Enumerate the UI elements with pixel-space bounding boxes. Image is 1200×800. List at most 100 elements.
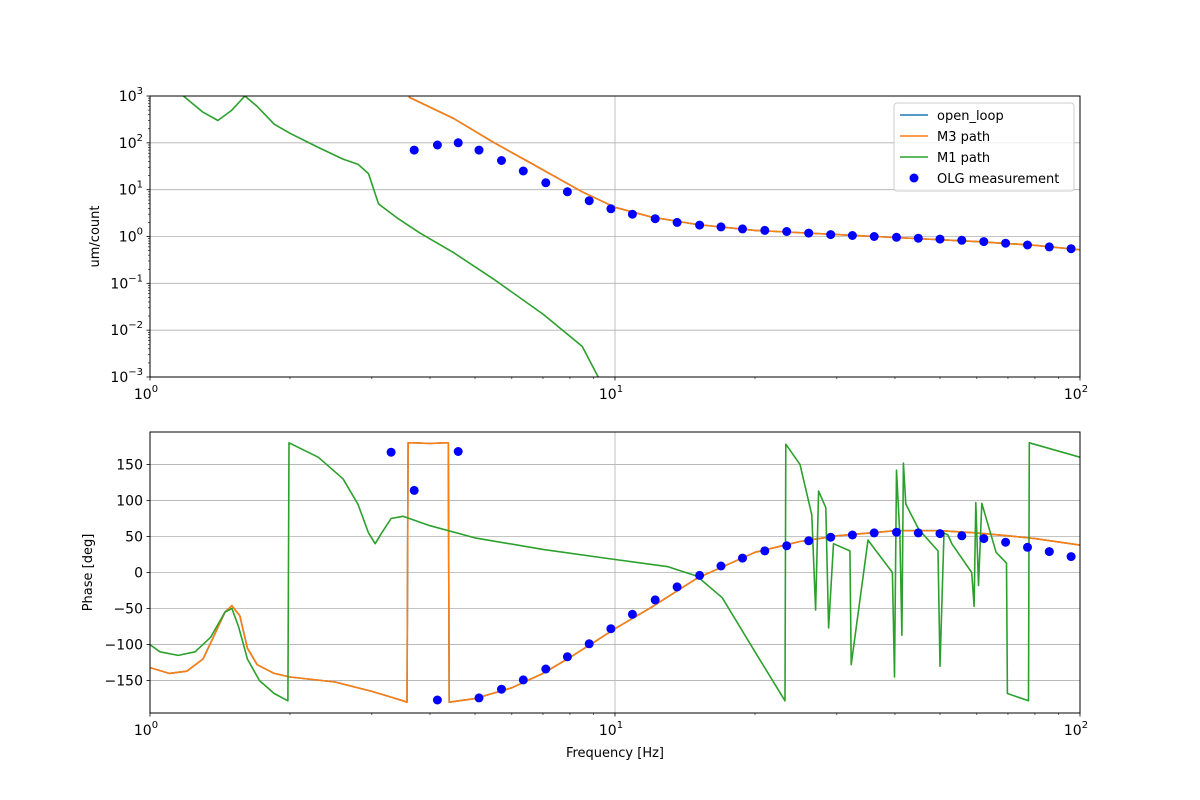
data-point-olg-measurement bbox=[695, 570, 705, 580]
y-tick-label: 100 bbox=[119, 227, 143, 246]
data-point-olg-measurement bbox=[672, 217, 682, 227]
x-tick-label-exponent: 2 bbox=[1082, 720, 1088, 731]
data-point-olg-measurement bbox=[497, 684, 506, 694]
x-tick-label-exponent: 1 bbox=[617, 720, 623, 731]
data-point-olg-measurement bbox=[541, 178, 551, 188]
legend-marker bbox=[909, 173, 919, 183]
data-point-olg-measurement bbox=[760, 225, 770, 235]
y-tick-label: 10−3 bbox=[110, 367, 143, 386]
data-point-olg-measurement bbox=[935, 529, 945, 539]
magnitude-plot-area bbox=[182, 96, 1080, 377]
data-point-olg-measurement bbox=[1066, 552, 1076, 562]
data-point-olg-measurement bbox=[826, 230, 836, 240]
x-tick-label-base: 10 bbox=[134, 723, 152, 739]
y-tick-label-base: 0 bbox=[134, 566, 143, 582]
y-tick-label: 150 bbox=[116, 457, 143, 473]
data-point-olg-measurement bbox=[584, 196, 594, 206]
data-point-olg-measurement bbox=[738, 553, 747, 563]
data-point-olg-measurement bbox=[716, 222, 726, 232]
data-point-olg-measurement bbox=[869, 528, 879, 538]
data-point-olg-measurement bbox=[804, 228, 814, 238]
data-point-olg-measurement bbox=[453, 447, 463, 456]
y-tick-label: 50 bbox=[125, 529, 143, 545]
data-point-olg-measurement bbox=[432, 140, 442, 150]
y-tick-label: −150 bbox=[105, 674, 143, 690]
data-point-olg-measurement bbox=[606, 624, 616, 634]
y-tick-label-base: 100 bbox=[116, 493, 143, 509]
data-point-olg-measurement bbox=[386, 447, 396, 457]
x-tick-label-base: 10 bbox=[134, 387, 152, 403]
data-point-olg-measurement bbox=[409, 145, 419, 155]
x-tick-label-exponent: 1 bbox=[617, 384, 623, 395]
data-point-olg-measurement bbox=[716, 561, 726, 571]
data-point-olg-measurement bbox=[892, 527, 901, 537]
y-tick-label-base: 150 bbox=[116, 457, 143, 473]
x-tick-label-exponent: 0 bbox=[152, 384, 158, 395]
data-point-olg-measurement bbox=[1001, 537, 1011, 547]
x-tick-label-exponent: 0 bbox=[152, 720, 158, 731]
data-point-olg-measurement bbox=[804, 536, 814, 546]
y-tick-label-exponent: 2 bbox=[137, 133, 143, 144]
x-tick-label: 102 bbox=[1064, 384, 1088, 403]
data-point-olg-measurement bbox=[541, 664, 551, 674]
data-point-olg-measurement bbox=[957, 531, 967, 541]
data-point-olg-measurement bbox=[650, 595, 660, 605]
x-tick-label-exponent: 2 bbox=[1082, 384, 1088, 395]
data-point-olg-measurement bbox=[562, 187, 572, 197]
data-point-olg-measurement bbox=[562, 652, 572, 662]
data-point-olg-measurement bbox=[847, 530, 857, 540]
data-point-olg-measurement bbox=[497, 156, 506, 165]
y-tick-label-base: 10 bbox=[110, 323, 128, 339]
y-tick-label-base: −50 bbox=[113, 602, 143, 618]
y-tick-label-base: 10 bbox=[110, 370, 128, 386]
data-point-olg-measurement bbox=[913, 528, 923, 538]
y-tick-label-exponent: −1 bbox=[128, 273, 143, 284]
data-point-olg-measurement bbox=[1066, 244, 1076, 254]
data-point-olg-measurement bbox=[606, 204, 616, 214]
series-line-m3-path bbox=[150, 441, 1080, 704]
data-point-olg-measurement bbox=[474, 145, 484, 155]
y-tick-label: −100 bbox=[105, 638, 143, 654]
data-point-olg-measurement bbox=[672, 582, 682, 592]
legend-label: OLG measurement bbox=[937, 172, 1059, 187]
legend-label: open_loop bbox=[937, 109, 1004, 124]
series-line-m1-path bbox=[182, 96, 599, 377]
y-tick-label: 0 bbox=[134, 566, 143, 582]
data-point-olg-measurement bbox=[782, 227, 792, 236]
data-point-olg-measurement bbox=[432, 695, 442, 705]
data-point-olg-measurement bbox=[935, 234, 945, 244]
data-point-olg-measurement bbox=[518, 675, 528, 685]
x-tick-label-base: 10 bbox=[599, 387, 617, 403]
data-point-olg-measurement bbox=[869, 232, 879, 241]
y-tick-label-base: 10 bbox=[119, 136, 137, 152]
y-tick-label-base: −100 bbox=[105, 638, 143, 654]
y-tick-label-exponent: 1 bbox=[137, 180, 143, 191]
legend: open_loop M3 path M1 path OLG measurement bbox=[893, 102, 1075, 192]
legend-frame bbox=[893, 102, 1075, 192]
data-point-olg-measurement bbox=[1023, 542, 1032, 552]
data-point-olg-measurement bbox=[957, 235, 967, 245]
data-point-olg-measurement bbox=[738, 224, 747, 234]
data-point-olg-measurement bbox=[826, 532, 836, 542]
y-tick-label-base: 10 bbox=[110, 276, 128, 292]
phase-y-axis-label: Phase [deg] bbox=[81, 534, 96, 612]
y-tick-label-base: −150 bbox=[105, 674, 143, 690]
x-tick-label: 100 bbox=[134, 384, 158, 403]
y-tick-label-base: 50 bbox=[125, 529, 143, 545]
data-point-olg-measurement bbox=[627, 609, 637, 619]
x-tick-label: 102 bbox=[1064, 720, 1088, 739]
y-tick-label: 102 bbox=[119, 133, 143, 152]
legend-label: M3 path bbox=[937, 130, 990, 145]
phase-x-axis-label: Frequency [Hz] bbox=[566, 746, 664, 761]
x-tick-label: 101 bbox=[599, 720, 623, 739]
y-tick-label-base: 10 bbox=[119, 89, 137, 105]
y-tick-label: 10−2 bbox=[110, 320, 143, 339]
y-tick-label: 101 bbox=[119, 180, 143, 199]
data-point-olg-measurement bbox=[979, 237, 989, 247]
data-point-olg-measurement bbox=[782, 541, 792, 551]
data-point-olg-measurement bbox=[1023, 240, 1032, 250]
